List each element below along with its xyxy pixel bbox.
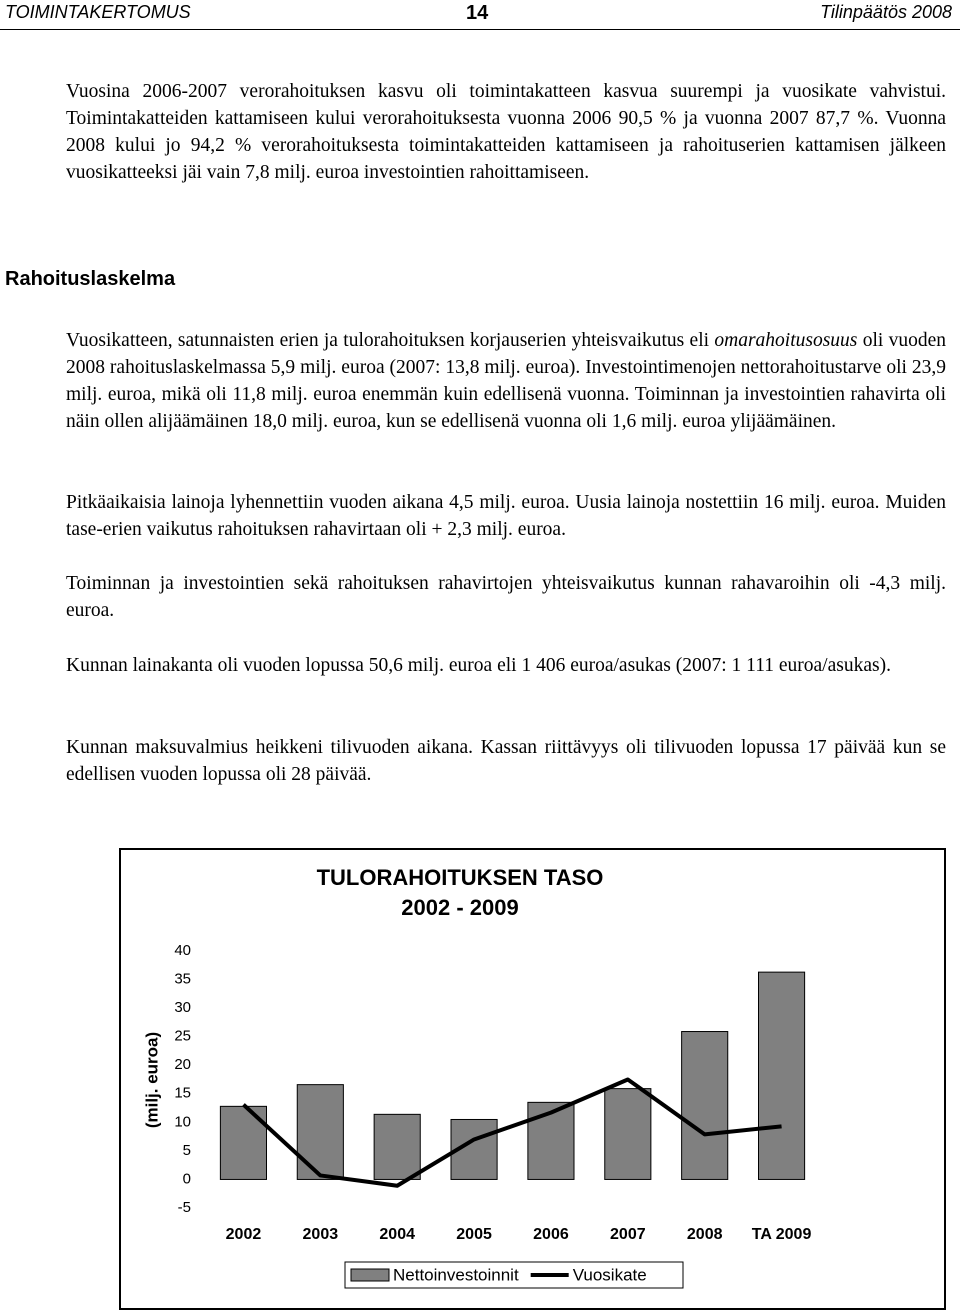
x-tick-label: 2007	[610, 1226, 646, 1243]
legend-frame	[344, 1261, 684, 1289]
y-tick-label: 0	[183, 1170, 191, 1187]
y-tick-label: 30	[174, 999, 191, 1016]
x-tick-label: 2006	[533, 1226, 569, 1243]
text: Toiminnan ja investointien sekä rahoituk…	[66, 573, 946, 621]
y-tick-label: -5	[178, 1199, 191, 1216]
bar	[296, 1084, 344, 1180]
bar	[373, 1113, 421, 1180]
y-tick-label: 15	[174, 1085, 191, 1102]
paragraph: Kunnan maksuvalmius heikkeni tilivuoden …	[66, 734, 946, 788]
y-tick-label: 10	[174, 1113, 191, 1130]
y-tick-label: 35	[174, 971, 191, 988]
paragraph: Toiminnan ja investointien sekä rahoituk…	[66, 570, 946, 624]
paragraph: Vuosikatteen, satunnaisten erien ja tulo…	[66, 327, 946, 435]
text: Kunnan maksuvalmius heikkeni tilivuoden …	[66, 737, 946, 785]
y-tick-label: 5	[183, 1142, 191, 1159]
chart: TULORAHOITUKSEN TASO 2002 - 2009 (milj. …	[119, 848, 946, 1310]
page-number: 14	[466, 2, 489, 24]
legend-label: Nettoinvestoinnit	[393, 1265, 519, 1284]
x-tick-label: TA 2009	[752, 1226, 812, 1243]
header-left: TOIMINTAKERTOMUS	[5, 2, 191, 22]
chart-frame	[119, 848, 946, 1310]
text: Kunnan lainakanta oli vuoden lopussa 50,…	[66, 655, 891, 676]
line	[242, 1077, 782, 1188]
bar	[604, 1088, 652, 1180]
section-heading: Rahoituslaskelma	[5, 268, 176, 290]
x-tick-label: 2004	[379, 1226, 415, 1243]
legend-swatch	[350, 1268, 390, 1282]
header-rule	[0, 29, 960, 30]
paragraph: Vuosina 2006-2007 verorahoituksen kasvu …	[66, 78, 946, 186]
x-tick-label: 2008	[687, 1226, 723, 1243]
bar	[681, 1031, 729, 1180]
x-tick-label: 2002	[226, 1226, 262, 1243]
legend-label: Vuosikate	[573, 1265, 647, 1284]
bar	[527, 1101, 575, 1180]
text: Pitkäaikaisia lainoja lyhennettiin vuode…	[66, 492, 946, 540]
x-tick-label: 2005	[456, 1226, 492, 1243]
chart-subtitle: 2002 - 2009	[401, 895, 518, 920]
y-tick-label: 25	[174, 1028, 191, 1045]
text: oli vuoden 2008 rahoituslaskelmassa 5,9 …	[66, 330, 946, 432]
header-right: Tilinpäätös 2008	[820, 2, 952, 22]
y-tick-label: 20	[174, 1056, 191, 1073]
x-tick-label: 2003	[303, 1226, 339, 1243]
paragraph: Kunnan lainakanta oli vuoden lopussa 50,…	[66, 652, 946, 679]
italic-term: omarahoitusosuus	[714, 330, 858, 351]
bar	[758, 971, 806, 1180]
text: Vuosikatteen, satunnaisten erien ja tulo…	[66, 330, 715, 351]
text: Vuosina 2006-2007 verorahoituksen kasvu …	[66, 81, 946, 183]
chart-title: TULORAHOITUKSEN TASO	[317, 865, 604, 890]
y-tick-label: 40	[174, 942, 191, 959]
paragraph: Pitkäaikaisia lainoja lyhennettiin vuode…	[66, 489, 946, 543]
y-axis-label: (milj. euroa)	[142, 1032, 161, 1128]
